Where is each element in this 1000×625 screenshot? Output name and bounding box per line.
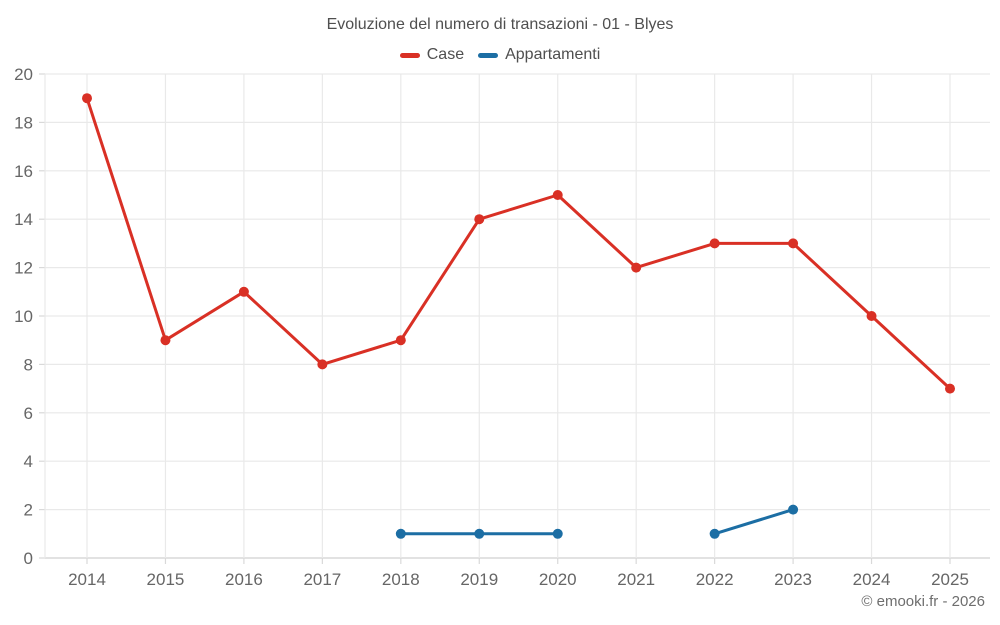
data-point-case-2020 bbox=[552, 190, 563, 200]
data-point-case-2018 bbox=[395, 335, 406, 346]
data-point-case-2016 bbox=[238, 286, 249, 297]
appartamenti-legend-swatch bbox=[478, 52, 499, 58]
data-point-case-2022 bbox=[709, 238, 720, 249]
chart-title: Evoluzione del numero di transazioni - 0… bbox=[326, 16, 674, 33]
chart-legend: Case Appartamenti bbox=[0, 46, 1000, 64]
y-tick-label: 20 bbox=[14, 65, 33, 84]
x-tick-label: 2022 bbox=[696, 570, 734, 589]
y-tick-label: 6 bbox=[24, 404, 33, 423]
data-point-case-2021 bbox=[631, 262, 642, 273]
data-point-case-2023 bbox=[788, 238, 799, 249]
data-point-appartamenti-2023 bbox=[788, 504, 799, 515]
legend-item-appartamenti[interactable]: Appartamenti bbox=[478, 46, 600, 64]
x-tick-label: 2015 bbox=[147, 570, 185, 589]
x-tick-label: 2017 bbox=[303, 570, 341, 589]
data-point-case-2025 bbox=[945, 383, 955, 394]
data-point-appartamenti-2019 bbox=[474, 528, 485, 539]
y-tick-label: 16 bbox=[14, 162, 33, 181]
legend-label-appartamenti: Appartamenti bbox=[505, 46, 601, 63]
data-point-appartamenti-2022 bbox=[709, 528, 720, 539]
y-tick-label: 10 bbox=[14, 307, 33, 326]
legend-item-case[interactable]: Case bbox=[399, 46, 465, 64]
data-point-case-2015 bbox=[160, 335, 171, 346]
data-point-case-2019 bbox=[474, 214, 485, 225]
data-point-case-2017 bbox=[317, 359, 328, 370]
data-point-appartamenti-2018 bbox=[395, 528, 406, 539]
x-tick-label: 2020 bbox=[539, 570, 577, 589]
y-tick-label: 8 bbox=[24, 355, 33, 374]
y-tick-label: 18 bbox=[14, 113, 33, 132]
x-tick-label: 2023 bbox=[774, 570, 812, 589]
case-legend-swatch bbox=[399, 52, 420, 58]
x-tick-label: 2018 bbox=[382, 570, 420, 589]
x-tick-label: 2016 bbox=[225, 570, 263, 589]
y-tick-label: 14 bbox=[14, 210, 33, 229]
x-tick-label: 2019 bbox=[460, 570, 498, 589]
x-tick-label: 2021 bbox=[617, 570, 655, 589]
series-line-appartamenti bbox=[713, 508, 795, 536]
data-point-case-2014 bbox=[82, 93, 92, 104]
y-tick-label: 4 bbox=[24, 452, 33, 471]
x-tick-label: 2025 bbox=[931, 570, 969, 589]
x-tick-label: 2014 bbox=[68, 570, 106, 589]
legend-label-case: Case bbox=[426, 46, 465, 63]
data-point-case-2024 bbox=[866, 311, 877, 321]
footer-credit: © emooki.fr - 2026 bbox=[861, 593, 985, 610]
series-line-case bbox=[85, 96, 952, 391]
y-tick-label: 0 bbox=[24, 549, 33, 568]
x-tick-label: 2024 bbox=[853, 570, 891, 589]
y-tick-label: 12 bbox=[14, 259, 33, 278]
data-point-appartamenti-2020 bbox=[552, 528, 563, 539]
y-tick-label: 2 bbox=[24, 501, 33, 520]
